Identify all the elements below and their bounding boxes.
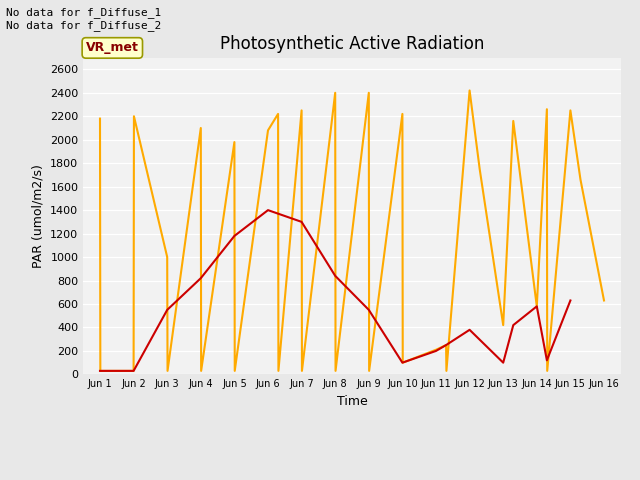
Text: No data for f_Diffuse_1
No data for f_Diffuse_2: No data for f_Diffuse_1 No data for f_Di… [6, 7, 162, 31]
Title: Photosynthetic Active Radiation: Photosynthetic Active Radiation [220, 35, 484, 53]
Y-axis label: PAR (umol/m2/s): PAR (umol/m2/s) [31, 164, 45, 268]
Legend: PAR in, PAR out: PAR in, PAR out [250, 478, 454, 480]
Text: VR_met: VR_met [86, 41, 139, 54]
X-axis label: Time: Time [337, 395, 367, 408]
